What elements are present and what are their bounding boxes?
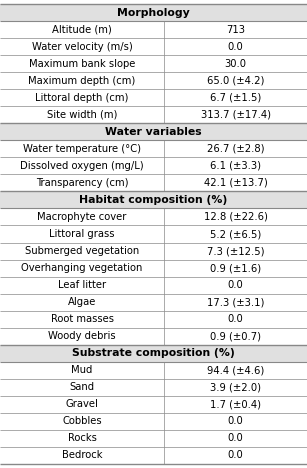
Text: 26.7 (±2.8): 26.7 (±2.8): [207, 144, 264, 154]
Text: 30.0: 30.0: [225, 58, 247, 69]
Text: 0.0: 0.0: [228, 280, 243, 290]
Bar: [0, 4, 307, 21]
Text: Cobbles: Cobbles: [62, 417, 102, 426]
Text: Dissolved oxygen (mg/L): Dissolved oxygen (mg/L): [20, 161, 144, 171]
Text: Leaf litter: Leaf litter: [58, 280, 106, 290]
Text: 0.0: 0.0: [228, 417, 243, 426]
Text: 65.0 (±4.2): 65.0 (±4.2): [207, 76, 264, 86]
Text: Rocks: Rocks: [68, 433, 97, 444]
Text: 1.7 (±0.4): 1.7 (±0.4): [210, 399, 261, 410]
Text: Transparency (cm): Transparency (cm): [36, 178, 128, 188]
Text: Littoral depth (cm): Littoral depth (cm): [35, 93, 129, 102]
Text: Water velocity (m/s): Water velocity (m/s): [32, 42, 133, 51]
Bar: [0, 191, 307, 208]
Text: 713: 713: [226, 24, 245, 35]
Text: Algae: Algae: [68, 297, 96, 307]
Bar: [0, 123, 307, 140]
Text: Water variables: Water variables: [105, 127, 202, 137]
Text: 313.7 (±17.4): 313.7 (±17.4): [200, 110, 271, 120]
Text: Morphology: Morphology: [117, 7, 190, 17]
Text: Bedrock: Bedrock: [62, 451, 102, 461]
Text: Substrate composition (%): Substrate composition (%): [72, 348, 235, 358]
Text: Water temperature (°C): Water temperature (°C): [23, 144, 141, 154]
Text: Altitude (m): Altitude (m): [52, 24, 112, 35]
Text: Macrophyte cover: Macrophyte cover: [37, 212, 127, 222]
Text: 0.9 (±0.7): 0.9 (±0.7): [210, 331, 261, 341]
Text: 5.2 (±6.5): 5.2 (±6.5): [210, 229, 261, 239]
Text: Gravel: Gravel: [66, 399, 99, 410]
Text: Root masses: Root masses: [51, 314, 114, 324]
Text: 6.7 (±1.5): 6.7 (±1.5): [210, 93, 261, 102]
Text: 42.1 (±13.7): 42.1 (±13.7): [204, 178, 267, 188]
Text: Woody debris: Woody debris: [48, 331, 116, 341]
Text: 3.9 (±2.0): 3.9 (±2.0): [210, 382, 261, 392]
Text: Habitat composition (%): Habitat composition (%): [80, 195, 227, 205]
Text: 12.8 (±22.6): 12.8 (±22.6): [204, 212, 268, 222]
Text: Maximum bank slope: Maximum bank slope: [29, 58, 135, 69]
Text: Site width (m): Site width (m): [47, 110, 117, 120]
Text: 0.0: 0.0: [228, 314, 243, 324]
Text: Mud: Mud: [72, 366, 93, 375]
Text: Littoral grass: Littoral grass: [49, 229, 115, 239]
Text: 6.1 (±3.3): 6.1 (±3.3): [210, 161, 261, 171]
Text: 0.0: 0.0: [228, 42, 243, 51]
Text: 0.0: 0.0: [228, 433, 243, 444]
Text: 7.3 (±12.5): 7.3 (±12.5): [207, 246, 264, 256]
Text: Submerged vegetation: Submerged vegetation: [25, 246, 139, 256]
Text: Sand: Sand: [70, 382, 95, 392]
Text: 94.4 (±4.6): 94.4 (±4.6): [207, 366, 264, 375]
Text: 0.0: 0.0: [228, 451, 243, 461]
Text: Overhanging vegetation: Overhanging vegetation: [21, 263, 143, 273]
Text: 0.9 (±1.6): 0.9 (±1.6): [210, 263, 261, 273]
Bar: [0, 345, 307, 362]
Text: Maximum depth (cm): Maximum depth (cm): [29, 76, 136, 86]
Text: 17.3 (±3.1): 17.3 (±3.1): [207, 297, 264, 307]
